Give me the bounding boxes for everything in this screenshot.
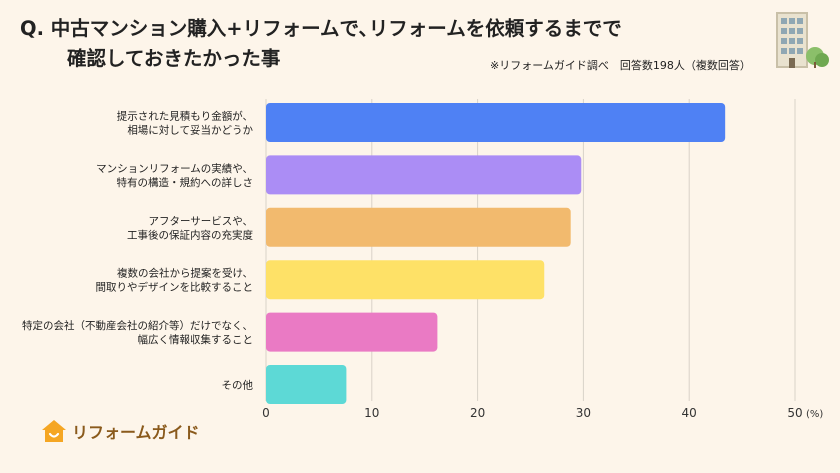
- x-tick-label: 10: [364, 406, 379, 420]
- source-note: ※リフォームガイド調べ 回答数198人（複数回答）: [490, 59, 751, 72]
- category-label: 複数の会社から提案を受け、: [117, 267, 253, 280]
- category-label: 間取りやデザインを比較すること: [96, 281, 254, 294]
- bar: [266, 312, 438, 352]
- logo-text: リフォームガイド: [72, 423, 200, 442]
- category-label: 提示された見積もり金額が、: [117, 110, 253, 123]
- x-tick-label: 20: [470, 406, 485, 420]
- x-axis-unit: (%): [806, 409, 823, 420]
- category-label: マンションリフォームの実績や、: [96, 162, 253, 175]
- chart-title-line2: 確認しておきたかった事: [67, 47, 281, 70]
- chart-title-line1: Q. 中古マンション購入+リフォームで､リフォームを依頼するまでで: [20, 17, 622, 40]
- bar: [266, 365, 347, 404]
- x-tick-label: 50: [787, 406, 802, 420]
- bar: [266, 207, 571, 247]
- category-label: 特定の会社（不動産会社の紹介等）だけでなく、: [22, 319, 253, 332]
- category-label: その他: [222, 379, 254, 392]
- x-tick-label: 30: [576, 406, 591, 420]
- house-icon: [42, 420, 66, 442]
- bar: [266, 103, 726, 142]
- x-tick-label: 0: [262, 406, 270, 420]
- x-tick-label: 40: [682, 406, 697, 420]
- building-icon: [770, 10, 830, 72]
- category-label: アフターサービスや、: [149, 215, 253, 227]
- chart-title: Q. 中古マンション購入+リフォームで､リフォームを依頼するまでで 確認しておき…: [20, 14, 720, 74]
- category-label: 特有の構造・規約への詳しさ: [117, 176, 254, 189]
- bar: [266, 260, 545, 300]
- logo: リフォームガイド: [40, 418, 200, 444]
- category-label: 幅広く情報収集すること: [138, 333, 254, 346]
- bar: [266, 155, 582, 195]
- category-label: 工事後の保証内容の充実度: [127, 228, 253, 241]
- category-label: 相場に対して妥当かどうか: [127, 124, 253, 137]
